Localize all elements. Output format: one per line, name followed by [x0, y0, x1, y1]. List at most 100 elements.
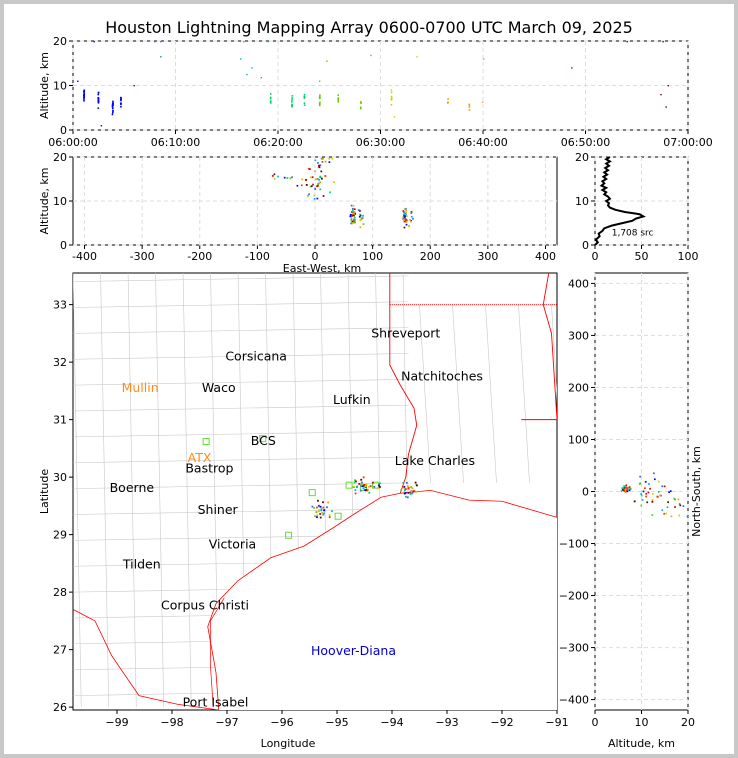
source-point	[322, 157, 324, 160]
latitude-tick-label: 31	[53, 414, 67, 427]
source-point	[657, 490, 660, 493]
source-point	[314, 170, 316, 172]
parish-line	[419, 304, 431, 483]
source-point	[640, 504, 643, 507]
source-point	[120, 106, 122, 108]
longitude-tick-label: −95	[325, 716, 348, 729]
source-point	[269, 97, 272, 100]
source-point	[377, 486, 380, 489]
source-point	[319, 516, 322, 519]
source-point	[358, 482, 361, 485]
city-label: Boerne	[110, 480, 155, 495]
source-point	[349, 213, 352, 216]
source-point	[318, 505, 321, 508]
source-point	[622, 487, 625, 489]
source-point	[660, 93, 662, 96]
station-marker	[308, 489, 316, 497]
source-point	[305, 178, 307, 181]
source-point	[97, 99, 100, 102]
source-point	[360, 485, 363, 488]
city-label: Lake Charles	[395, 453, 475, 468]
north-south-tick-label: 300	[568, 329, 589, 342]
source-point	[97, 93, 100, 96]
source-point	[410, 490, 413, 493]
source-point	[412, 490, 415, 493]
source-point	[447, 98, 449, 100]
source-point	[318, 510, 320, 513]
north-south-ylabel: North-South, km	[690, 446, 703, 537]
source-point	[328, 514, 331, 517]
source-point	[120, 102, 122, 104]
source-point	[319, 95, 321, 98]
source-point	[291, 104, 293, 107]
source-point	[307, 167, 310, 170]
source-point	[628, 489, 631, 492]
source-point	[410, 220, 412, 223]
longitude-tick-label: −94	[380, 716, 403, 729]
longitude-tick-label: −97	[215, 716, 238, 729]
city-label: Corpus Christi	[161, 597, 249, 612]
source-point	[639, 475, 641, 478]
source-point	[289, 177, 292, 180]
source-point	[648, 483, 650, 485]
city-label: Mullin	[122, 380, 159, 395]
source-point	[251, 67, 253, 69]
source-point	[112, 110, 114, 113]
figure: Houston Lightning Mapping Array 0600-070…	[4, 4, 734, 754]
source-point	[359, 106, 362, 109]
source-point	[359, 214, 362, 217]
source-point	[312, 183, 314, 186]
source-point	[322, 506, 325, 509]
source-point	[640, 494, 643, 497]
source-point	[316, 178, 319, 180]
city-label: Lufkin	[333, 392, 371, 407]
source-point	[316, 197, 319, 200]
source-point	[133, 85, 135, 87]
longitude-tick-label: −91	[545, 716, 568, 729]
source-point	[641, 498, 644, 501]
time-height-panel: 06:00:00 06:10:00 06:20:00 06:30:00 06:40:00…	[38, 35, 713, 149]
source-point	[360, 217, 363, 220]
source-point	[352, 209, 354, 212]
east-west-ylabel: Altitude, km	[38, 167, 51, 234]
source-point	[291, 97, 293, 99]
ew-tick-label: -400	[72, 250, 97, 263]
source-point	[318, 102, 321, 105]
source-point	[319, 101, 321, 104]
source-point	[313, 507, 316, 509]
source-point	[662, 40, 664, 43]
time-tick-label: 06:20:00	[253, 136, 302, 149]
source-point	[351, 220, 354, 223]
source-point	[360, 102, 362, 105]
map-ylabel: Latitude	[38, 469, 51, 515]
source-point	[416, 56, 418, 58]
ew-tick-label: 100	[362, 250, 383, 263]
source-point	[319, 188, 322, 191]
source-point	[447, 101, 449, 104]
source-point	[271, 175, 274, 177]
source-point	[359, 219, 362, 222]
source-point	[405, 495, 407, 498]
source-point	[661, 485, 664, 488]
source-point	[659, 494, 661, 497]
source-point	[624, 491, 627, 494]
source-point	[353, 221, 356, 224]
source-point	[365, 483, 368, 486]
map-xlabel: Longitude	[261, 737, 316, 750]
altitude-tick-label: 0	[60, 124, 67, 137]
parish-line	[452, 304, 464, 483]
ew-tick-label: 0	[312, 250, 319, 263]
source-point	[324, 175, 327, 177]
county-line	[127, 273, 137, 708]
county-line	[73, 327, 409, 334]
parish-line	[551, 304, 557, 399]
source-point	[657, 480, 660, 483]
source-point	[327, 501, 330, 504]
source-point	[111, 111, 114, 114]
source-point	[405, 221, 408, 223]
source-point	[478, 40, 481, 43]
source-point	[468, 109, 471, 111]
source-point	[626, 487, 629, 489]
source-point	[319, 94, 321, 96]
source-point	[320, 509, 323, 512]
